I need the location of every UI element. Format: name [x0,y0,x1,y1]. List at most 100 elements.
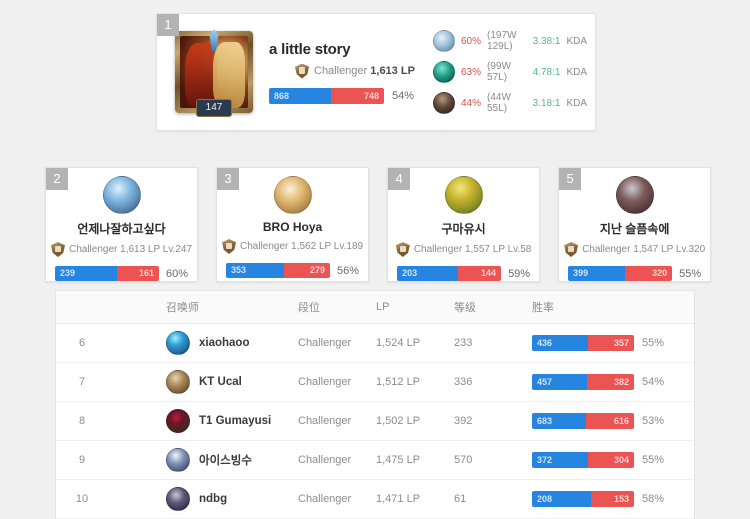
column-header-tier[interactable]: 段位 [298,302,320,314]
champion-stat-row: 63% (99W 57L) 4.78:1 KDA [433,61,587,83]
winloss-bar: 868 748 [269,87,384,104]
rank-card-4[interactable]: 4 구마유시 Challenger 1,557 LP Lv.58 203 144… [387,167,541,282]
table-row[interactable]: 6 xiaohaoo Challenger 1,524 LP 233 436 3… [56,324,694,363]
winloss-bar: 436 357 [532,335,634,351]
losses-segment: 161 [117,266,159,281]
winloss-bar: 399 320 [568,266,673,281]
winloss-row: 399 320 55% [559,266,710,281]
row-tier: Challenger [298,454,352,466]
summoner-level-badge: 147 [196,99,232,117]
summoner-name[interactable]: KT Ucal [199,376,242,388]
row-lp: 1,471 LP [376,493,421,505]
column-header-winrate[interactable]: 胜率 [532,302,554,314]
summoner-avatar [166,448,190,472]
tier-row: Challenger 1,613 LP [269,63,419,79]
champion-kda: 4.78:1 [532,66,561,78]
rank-card-5[interactable]: 5 지난 슬픔속에 Challenger 1,547 LP Lv.320 399… [558,167,712,282]
losses-segment: 144 [458,266,502,281]
summoner-name: BRO Hoya [262,220,323,234]
winrate-percent: 54% [642,376,665,388]
table-row[interactable]: 9 아이스빙수 Challenger 1,475 LP 570 372 304 … [56,441,694,480]
leaderboard-table: 召唤师 段位 LP 等级 胜率 6 xiaohaoo Challenger 1,… [55,290,695,519]
rank-card-3[interactable]: 3 BRO Hoya Challenger 1,562 LP Lv.189 35… [216,167,370,282]
row-tier: Challenger [298,337,352,349]
column-header-summoner[interactable]: 召唤师 [166,302,199,314]
summoner-name[interactable]: T1 Gumayusi [199,415,272,427]
wins-segment: 868 [269,87,331,104]
column-header-level[interactable]: 等级 [454,302,476,314]
winrate-percent: 54% [392,89,415,102]
row-tier: Challenger [298,376,352,388]
row-summoner: T1 Gumayusi [108,409,298,433]
wins-segment: 399 [568,266,626,281]
summoner-name: 지난 슬픔속에 [599,222,670,236]
winloss-bar: 239 161 [55,266,159,281]
row-winrate: 208 153 58% [532,491,694,507]
champion-winrate: 44% [461,97,482,109]
challenger-crest-icon [50,242,65,257]
row-lp: 1,475 LP [376,454,421,466]
rank-badge-3: 3 [217,168,240,190]
summoner-name[interactable]: 아이스빙수 [199,455,252,467]
table-row[interactable]: 8 T1 Gumayusi Challenger 1,502 LP 392 68… [56,402,694,441]
champion-winrate: 63% [461,66,482,78]
champion-record: (197W 129L) [487,30,517,52]
row-winrate: 457 382 54% [532,374,694,390]
crown-icon [209,29,219,51]
winrate-percent: 58% [642,493,665,505]
winrate-percent: 60% [166,267,189,280]
summoner-avatar [615,176,654,214]
challenger-crest-icon [222,239,237,254]
table-row[interactable]: 7 KT Ucal Challenger 1,512 LP 336 457 38… [56,363,694,402]
row-level: 336 [454,376,473,388]
row-lp: 1,512 LP [376,376,421,388]
top-champions-list: 60% (197W 129L) 3.38:1 KDA 63% (99W 57L)… [433,30,595,114]
winrate-percent: 56% [337,264,360,277]
champion-winrate: 60% [461,35,482,47]
row-rank: 7 [78,376,86,388]
winrate-percent: 53% [642,415,665,427]
summoner-name: 언제나잘하고싶다 [77,222,166,236]
hero-winloss-row: 868 748 54% [269,87,419,104]
champion-kda: 3.38:1 [532,35,561,47]
champion-kda-label: KDA [566,97,587,109]
tier-row: Challenger 1,557 LP Lv.58 [388,242,539,257]
rank-card-2[interactable]: 2 언제나잘하고싶다 Challenger 1,613 LP Lv.247 23… [45,167,199,282]
row-level: 61 [454,493,467,505]
champion-kda-label: KDA [566,35,587,47]
winloss-row: 203 144 59% [388,266,539,281]
tier-label: Challenger 1,562 LP Lv.189 [240,241,364,252]
losses-segment: 153 [591,491,634,507]
champion-record: (99W 57L) [487,61,511,83]
losses-segment: 382 [587,374,634,390]
rank-1-hero-card[interactable]: 1 147 a little story Challenger 1,613 LP… [156,13,596,131]
tier-label: Challenger 1,557 LP Lv.58 [413,244,532,255]
row-winrate: 436 357 55% [532,335,694,351]
rank-badge-1: 1 [157,14,179,36]
challenger-crest-icon [395,242,410,257]
champion-stat-row: 44% (44W 55L) 3.18:1 KDA [433,92,587,114]
row-lp: 1,524 LP [376,337,421,349]
rank-badge-2: 2 [46,168,68,190]
tier-row: Challenger 1,613 LP Lv.247 [46,242,197,257]
challenger-crest-icon [295,63,309,79]
table-header-row: 召唤师 段位 LP 等级 胜率 [56,291,694,324]
winloss-bar: 353 279 [226,263,331,278]
wins-segment: 239 [55,266,117,281]
row-winrate: 683 616 53% [532,413,694,429]
row-level: 233 [454,337,473,349]
winloss-row: 353 279 56% [217,263,368,278]
table-row[interactable]: 10 ndbg Challenger 1,471 LP 61 208 153 5… [56,480,694,519]
row-tier: Challenger [298,415,352,427]
wins-segment: 683 [532,413,586,429]
summoner-name[interactable]: xiaohaoo [199,337,250,349]
summoner-name[interactable]: ndbg [199,493,228,505]
champion-record: (44W 55L) [487,92,511,114]
losses-segment: 616 [586,413,634,429]
column-header-lp[interactable]: LP [376,301,390,313]
top-ranks-card-row: 2 언제나잘하고싶다 Challenger 1,613 LP Lv.247 23… [45,167,712,282]
row-lp: 1,502 LP [376,415,421,427]
challenger-crest-icon [564,242,579,257]
wins-segment: 208 [532,491,591,507]
winrate-percent: 59% [508,267,531,280]
